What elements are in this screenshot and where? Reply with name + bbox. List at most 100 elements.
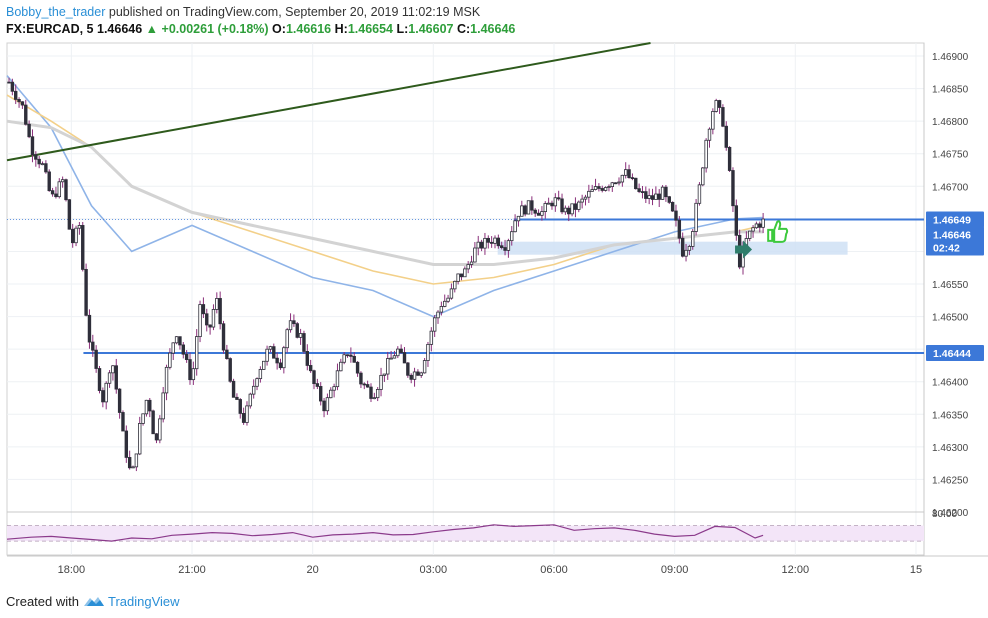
candle-body [657,193,661,200]
candle-body [231,380,236,398]
candle-body [218,298,222,325]
candle-body [714,100,718,112]
price-tick-label: 1.46800 [932,117,969,128]
moving-average-line [6,119,764,266]
candle-body [47,171,51,192]
candle-body [84,268,88,316]
candle-body [630,177,635,180]
candle-body [386,358,390,375]
candle-body [550,202,554,207]
price-label-text: 1.46444 [933,348,971,360]
support-zone-box[interactable] [497,241,848,255]
candle-body [570,203,574,215]
candle-body [288,320,293,331]
candle-body [486,237,490,243]
candle-body [275,357,279,364]
candle-body [627,169,631,179]
candle-body [345,354,350,357]
time-tick-label: 06:00 [540,564,568,576]
candle-body [416,371,420,376]
published-text: published on TradingView.com, September … [108,5,481,19]
candle-body [308,365,313,372]
price-label-text: 1.46646 [933,230,971,242]
open-value: 1.46616 [285,22,332,36]
change-value: +0.00261 (+0.18%) [161,22,269,36]
price-tick-label: 1.46900 [932,52,969,63]
candle-body [687,246,692,251]
candle-body [590,189,594,192]
price-tick-label: 1.46850 [932,85,969,96]
candle-body [375,389,380,399]
candle-body [439,306,444,313]
candle-body [215,298,219,310]
candle-body [228,358,232,382]
candle-body [459,273,464,278]
rsi-tick-label: 80.00 [932,509,957,520]
symbol-ohlc-bar: FX:EURCAD, 5 1.46646 ▲ +0.00261 (+0.18%)… [6,22,515,36]
price-tick-label: 1.46550 [932,280,969,291]
candle-body [526,200,531,215]
candle-body [131,466,135,469]
candle-body [469,261,474,265]
price-label-box [926,226,984,243]
low-label: L: [396,22,409,36]
candle-body [567,207,571,215]
candle-body [158,418,162,441]
price-label-box [926,345,984,362]
candle-body [369,386,373,399]
candle-body [205,313,209,326]
candle-body [211,309,216,328]
candle-body [409,374,413,380]
candle-body [610,182,615,187]
candle-body [727,146,732,171]
trendline[interactable] [6,42,651,162]
candle-body [20,101,25,106]
rsi-band [7,525,924,542]
candle-body [697,184,702,204]
candle-body [191,368,196,381]
candle-body [124,430,129,458]
time-tick-label: 03:00 [420,564,448,576]
candle-body [466,264,470,270]
price-tick-label: 1.46700 [932,182,969,193]
arrow-right-icon[interactable] [735,240,753,259]
candle-body [134,453,139,468]
candle-body [479,241,484,249]
triangle-up-icon: ▲ [145,22,159,36]
price-label-text: 1.46649 [933,215,971,227]
tradingview-brand[interactable]: TradingView [108,594,180,609]
candle-body [506,240,511,251]
candle-body [127,457,132,469]
price-label-text: 02:42 [933,243,960,255]
candle-body [332,386,336,391]
candle-body [319,386,323,402]
candle-body [463,268,467,278]
candle-body [412,371,417,380]
thumbs-up-icon[interactable] [767,220,789,243]
footer: Created with TradingView [6,594,180,609]
candle-body [184,353,189,360]
candle-body [117,388,122,413]
candle-body [282,347,286,369]
candle-body [24,104,28,125]
candle-body [533,209,537,214]
candle-body [362,383,366,386]
author-name[interactable]: Bobby_the_trader [6,5,106,19]
candle-body [426,343,430,361]
time-tick-label: 20 [307,564,319,576]
price-tick-label: 1.46350 [932,410,969,421]
close-label: C: [456,22,471,36]
candle-body [258,369,263,380]
candle-body [178,336,182,346]
high-label: H: [334,22,348,36]
candle-body [379,374,383,390]
candle-body [402,352,407,364]
candle-body [14,90,18,100]
candle-body [50,190,55,195]
candle-body [456,273,460,282]
candle-body [325,397,330,412]
candle-body [670,201,675,212]
candle-body [107,372,112,384]
candle-body [496,237,501,247]
